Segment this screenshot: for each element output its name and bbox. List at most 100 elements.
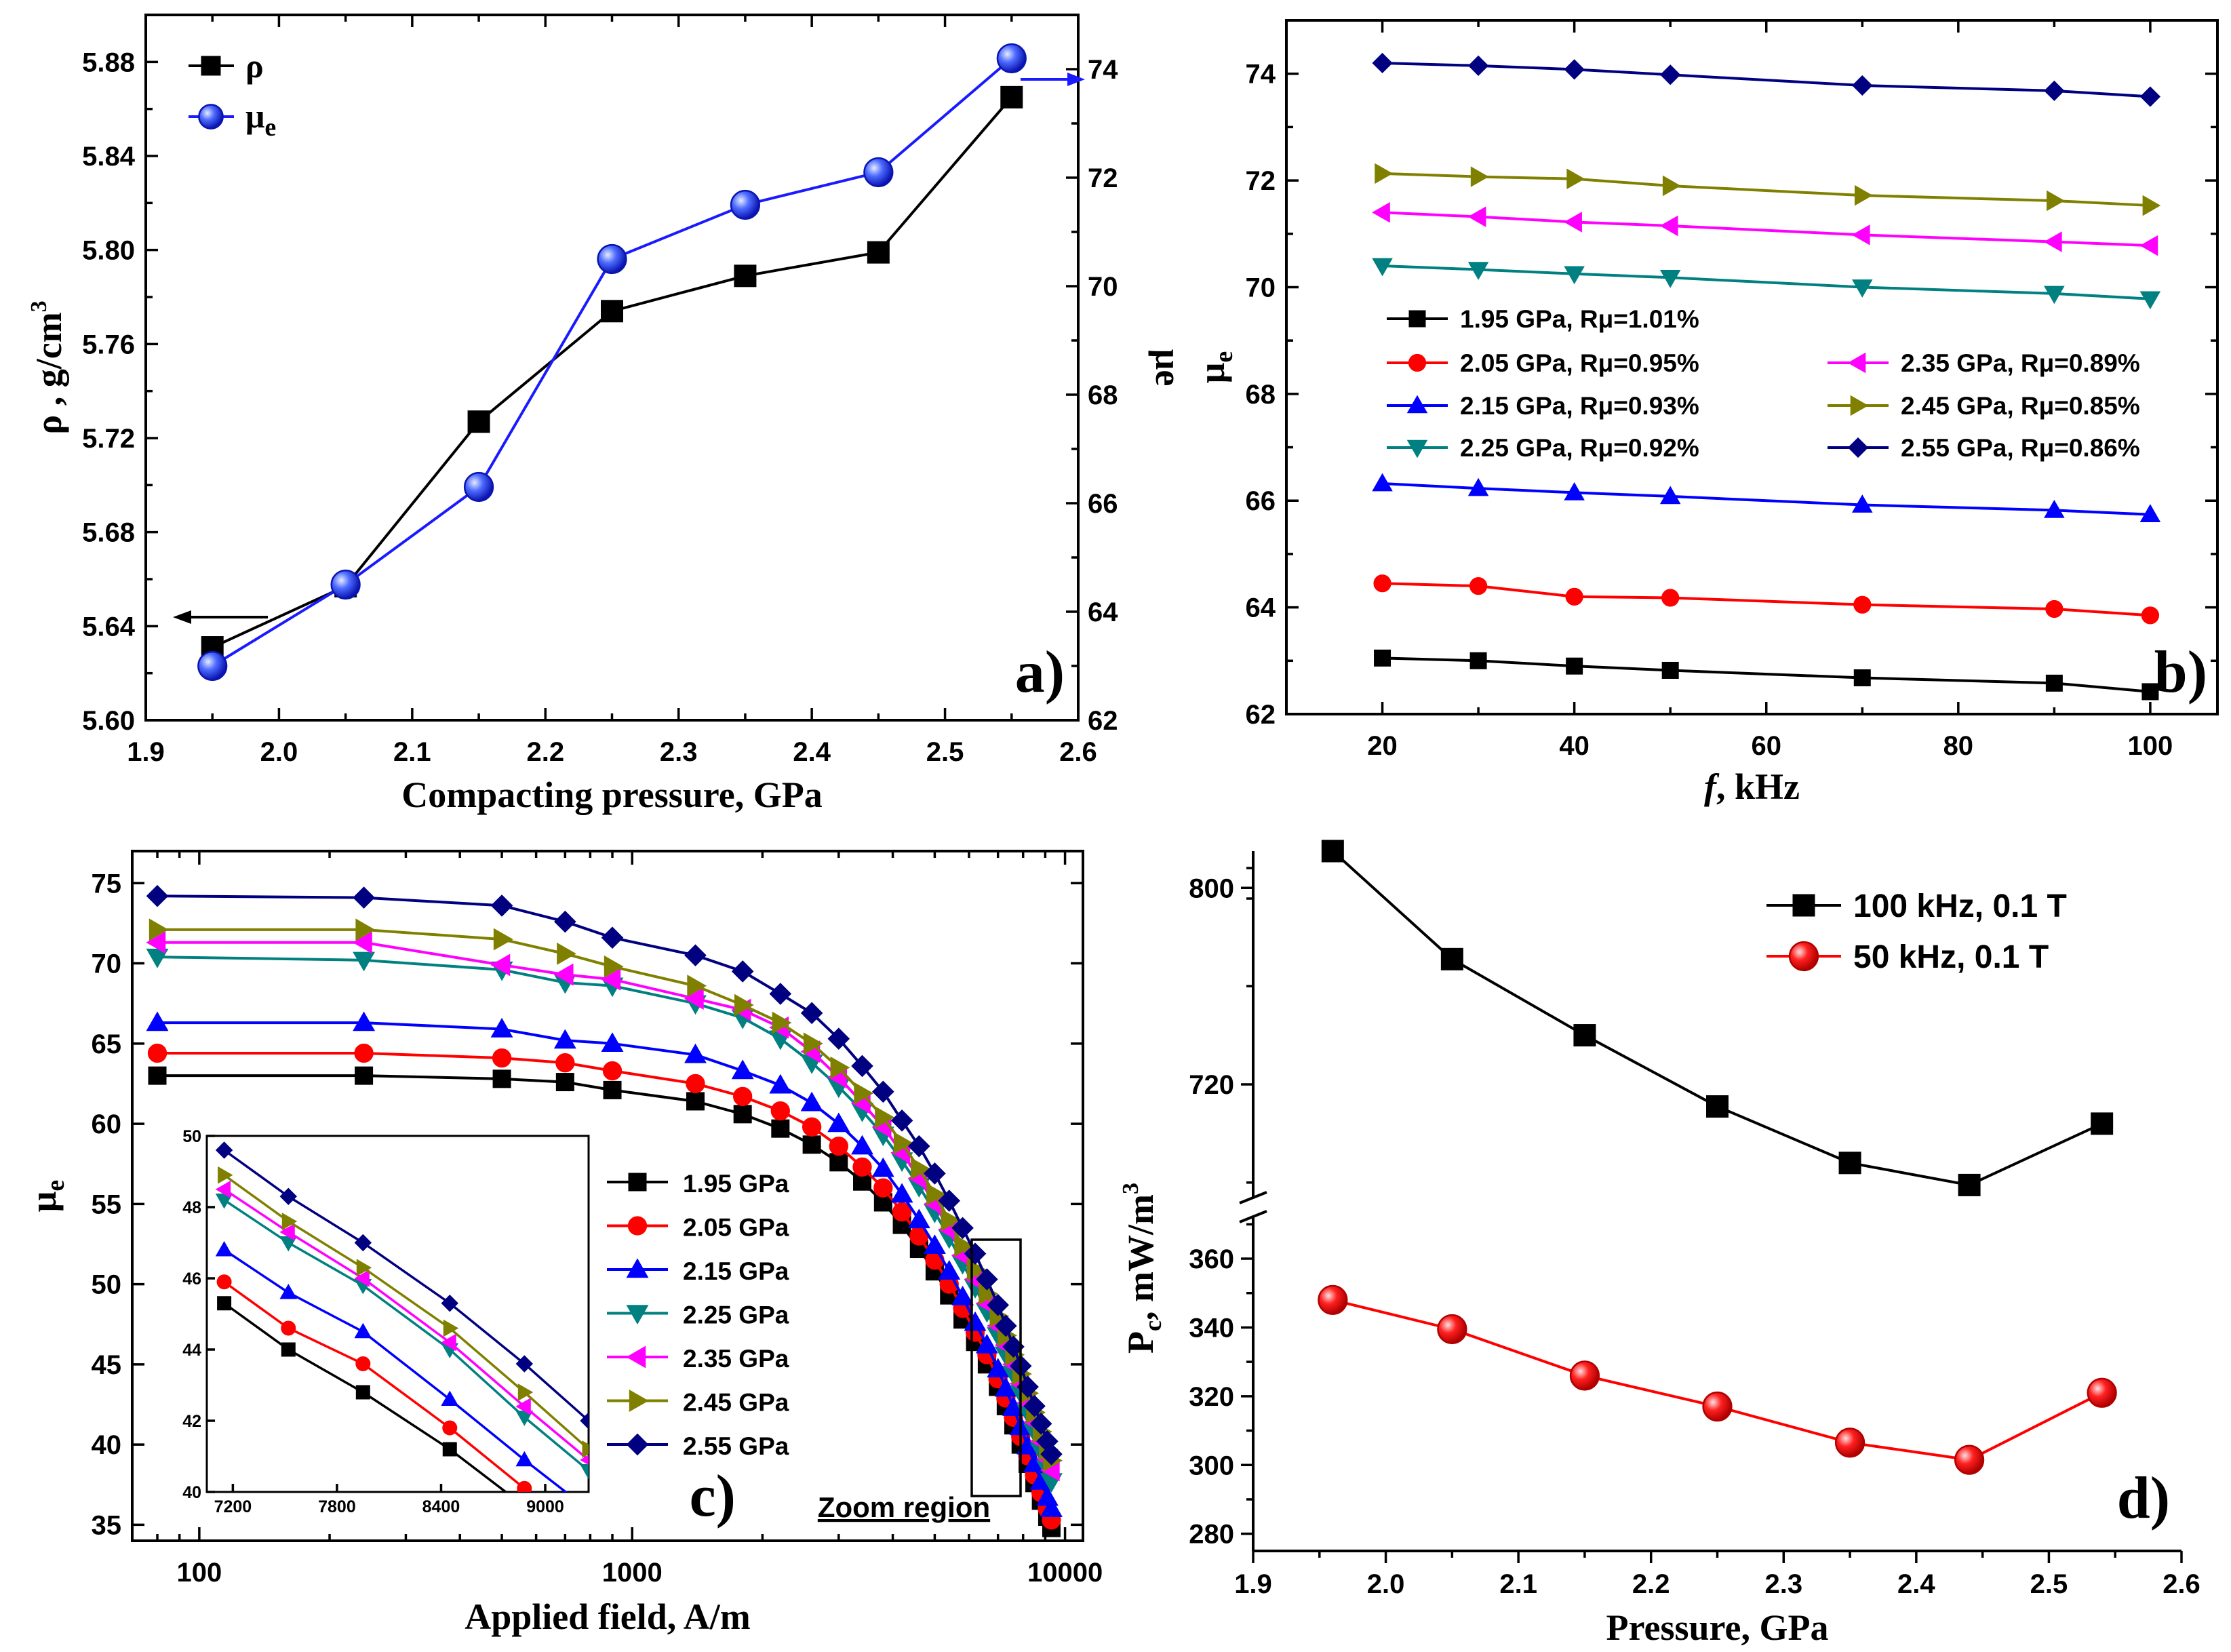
panel-label: c) — [690, 1463, 736, 1529]
inset-data-point — [279, 1223, 295, 1241]
series-line — [1382, 656, 2151, 693]
panel-b-chart: 20 40 60 80 100 62 64 66 68 70 72 74 f, kHz μe 1.95 GP… — [1191, 19, 2219, 807]
y-tick-label: 5.72 — [82, 424, 135, 454]
y-axis-label-sub: c — [1139, 1320, 1166, 1331]
data-point — [1852, 494, 1873, 513]
data-point — [554, 910, 576, 933]
inset-data-point — [215, 1141, 233, 1159]
x-axis-label: Applied field, A/m — [465, 1596, 751, 1637]
y2-tick-label: 74 — [1088, 55, 1118, 85]
panel-label: a) — [1015, 640, 1065, 705]
data-point — [2139, 504, 2161, 522]
legend-marker — [1406, 439, 1428, 458]
data-point — [1659, 486, 1681, 505]
data-point — [926, 1183, 947, 1206]
y-axis-label: μe — [1191, 351, 1238, 384]
data-point — [1373, 574, 1391, 593]
y-axis-label-rest: , mW/m — [1120, 1194, 1161, 1320]
y-axis-label-text: ρ , g/cm — [28, 312, 69, 434]
data-point — [553, 963, 574, 986]
data-point — [872, 1080, 894, 1103]
y-tick-label: 5.60 — [82, 706, 135, 736]
inset-data-point — [216, 1274, 232, 1290]
data-point — [1838, 1152, 1861, 1175]
data-point — [604, 955, 624, 978]
data-point — [1834, 1428, 1865, 1458]
inset-y-tick-label: 44 — [182, 1341, 201, 1360]
inset-data-point — [215, 1180, 231, 1198]
data-point — [1469, 577, 1488, 595]
y-axis-label: μe — [23, 1180, 70, 1213]
data-point — [1659, 269, 1681, 288]
series-line — [1382, 264, 2151, 300]
data-point — [924, 1162, 946, 1185]
inset-data-point — [281, 1213, 298, 1230]
y-axis-label: ρ , g/cm3 — [26, 300, 69, 434]
data-point — [1040, 1442, 1063, 1466]
data-point — [353, 1011, 376, 1031]
data-point — [2043, 231, 2062, 252]
data-point — [1564, 59, 1585, 80]
data-point — [829, 1137, 848, 1156]
data-point — [1573, 1024, 1596, 1047]
data-point — [686, 1092, 705, 1111]
y2-tick-label: 68 — [1088, 380, 1118, 410]
y-axis-label: Pc, mW/m3 — [1118, 1183, 1166, 1354]
inset-data-point — [582, 1546, 595, 1559]
inset-data-point — [517, 1383, 534, 1401]
inset-data-point — [582, 1440, 589, 1458]
x-tick-label: 2.6 — [2163, 1569, 2200, 1599]
inset-series-line — [223, 1174, 589, 1451]
data-point-mu — [197, 650, 228, 682]
data-point — [490, 953, 511, 977]
inset-plot-area — [215, 1141, 595, 1559]
panel-label: b) — [2154, 640, 2207, 705]
data-point — [1853, 595, 1872, 614]
inset-y-tick-label: 42 — [182, 1412, 201, 1431]
legend-label-rho: ρ — [245, 47, 264, 85]
inset-data-point — [441, 1333, 456, 1352]
data-point — [803, 1032, 823, 1055]
inset-series-line — [223, 1188, 589, 1461]
data-point — [938, 1189, 961, 1212]
inset-y-tick-label: 50 — [182, 1127, 201, 1146]
data-point — [1852, 279, 1873, 298]
x-tick-label: 2.1 — [1499, 1569, 1537, 1599]
data-point — [800, 1091, 823, 1112]
data-point — [854, 1082, 874, 1105]
y2-tick-label: 72 — [1088, 163, 1118, 193]
data-point — [731, 1059, 754, 1080]
x-axis-label-rest: , kHz — [1716, 766, 1800, 807]
y-tick-label-lower: 340 — [1189, 1313, 1234, 1343]
legend-marker — [626, 1345, 646, 1369]
data-point — [1565, 587, 1583, 606]
y2-tick-label: 62 — [1088, 706, 1118, 736]
y-axis-label-main: μ — [1191, 363, 1232, 384]
data-point — [1566, 657, 1583, 675]
inset-data-point — [441, 1390, 459, 1406]
inset-data-point — [580, 1464, 589, 1480]
data-point — [1374, 649, 1391, 667]
legend-label: 2.35 GPa, Rμ=0.89% — [1901, 349, 2140, 377]
legend-marker-mu — [198, 104, 224, 130]
series-line — [157, 894, 1053, 1455]
data-point — [1372, 258, 1393, 277]
data-point — [1469, 652, 1487, 669]
arrow-head — [1067, 73, 1085, 86]
x-tick-label: 1000 — [602, 1558, 663, 1588]
legend-label-mu-sub: e — [264, 113, 276, 142]
legend-label: 2.25 GPa — [683, 1301, 789, 1329]
data-point-mu — [863, 157, 894, 188]
data-point — [2139, 86, 2161, 107]
y-tick-label: 75 — [92, 869, 122, 899]
inset-data-point — [355, 1385, 370, 1400]
legend-label: 2.55 GPa — [683, 1432, 789, 1460]
data-point — [893, 1131, 913, 1154]
x-tick-label: 2.2 — [526, 737, 564, 767]
y-tick-label: 40 — [92, 1430, 122, 1460]
legend-marker — [626, 1258, 649, 1278]
y2-tick-label: 70 — [1088, 272, 1118, 302]
inset-series-line — [223, 1280, 532, 1492]
data-point — [684, 987, 704, 1010]
